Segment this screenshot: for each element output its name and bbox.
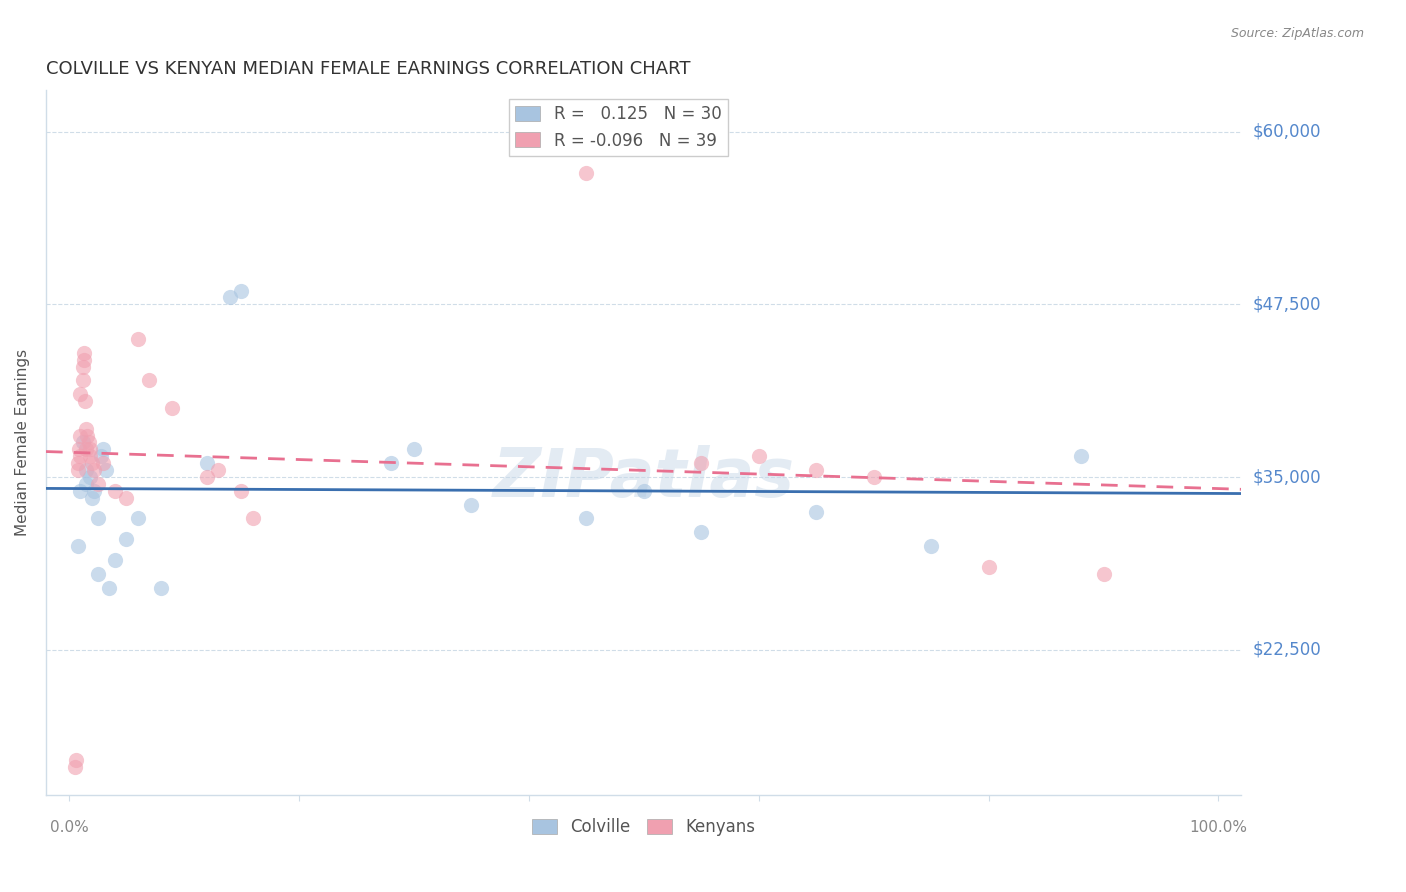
Point bbox=[86, 477, 108, 491]
Point bbox=[83, 463, 105, 477]
Point bbox=[72, 373, 94, 387]
Point bbox=[67, 539, 90, 553]
Point bbox=[83, 483, 105, 498]
Point bbox=[93, 456, 115, 470]
Point bbox=[86, 566, 108, 581]
Point bbox=[115, 491, 138, 505]
Point bbox=[460, 498, 482, 512]
Point bbox=[127, 511, 149, 525]
Point bbox=[207, 463, 229, 477]
Point bbox=[75, 422, 97, 436]
Point bbox=[231, 284, 253, 298]
Text: ZIPatlas: ZIPatlas bbox=[492, 445, 794, 511]
Text: $35,000: $35,000 bbox=[1253, 468, 1322, 486]
Point bbox=[94, 463, 117, 477]
Point bbox=[75, 463, 97, 477]
Point bbox=[75, 477, 97, 491]
Text: $60,000: $60,000 bbox=[1253, 123, 1322, 141]
Point bbox=[115, 532, 138, 546]
Text: Source: ZipAtlas.com: Source: ZipAtlas.com bbox=[1230, 27, 1364, 40]
Point bbox=[73, 345, 96, 359]
Text: $22,500: $22,500 bbox=[1253, 640, 1322, 658]
Legend: Colville, Kenyans: Colville, Kenyans bbox=[526, 812, 762, 843]
Point bbox=[69, 450, 91, 464]
Point bbox=[86, 511, 108, 525]
Text: 0.0%: 0.0% bbox=[49, 820, 89, 835]
Point bbox=[575, 166, 598, 180]
Point bbox=[65, 753, 87, 767]
Point bbox=[920, 539, 942, 553]
Point bbox=[231, 483, 253, 498]
Point bbox=[67, 463, 90, 477]
Text: $47,500: $47,500 bbox=[1253, 295, 1322, 313]
Point bbox=[149, 581, 172, 595]
Point bbox=[69, 428, 91, 442]
Point bbox=[69, 483, 91, 498]
Point bbox=[242, 511, 264, 525]
Point bbox=[90, 450, 112, 464]
Point bbox=[72, 435, 94, 450]
Point bbox=[63, 760, 86, 774]
Point bbox=[219, 290, 242, 304]
Point bbox=[76, 428, 98, 442]
Text: 100.0%: 100.0% bbox=[1189, 820, 1247, 835]
Point bbox=[98, 581, 121, 595]
Point bbox=[804, 504, 827, 518]
Point bbox=[73, 394, 96, 409]
Point bbox=[72, 359, 94, 374]
Point bbox=[79, 450, 101, 464]
Point bbox=[862, 470, 884, 484]
Point bbox=[77, 435, 100, 450]
Point bbox=[104, 483, 127, 498]
Point bbox=[748, 450, 770, 464]
Point bbox=[575, 511, 598, 525]
Point bbox=[80, 456, 103, 470]
Point bbox=[977, 559, 1000, 574]
Point bbox=[138, 373, 160, 387]
Point bbox=[1092, 566, 1115, 581]
Point bbox=[162, 401, 184, 415]
Point bbox=[195, 470, 218, 484]
Point bbox=[69, 387, 91, 401]
Y-axis label: Median Female Earnings: Median Female Earnings bbox=[15, 349, 30, 536]
Point bbox=[79, 470, 101, 484]
Point bbox=[380, 456, 402, 470]
Point bbox=[67, 442, 90, 457]
Point bbox=[75, 442, 97, 457]
Point bbox=[633, 483, 655, 498]
Point bbox=[104, 553, 127, 567]
Point bbox=[73, 352, 96, 367]
Point bbox=[93, 442, 115, 457]
Point bbox=[690, 525, 713, 540]
Point bbox=[1070, 450, 1092, 464]
Point bbox=[804, 463, 827, 477]
Point bbox=[690, 456, 713, 470]
Point bbox=[402, 442, 425, 457]
Point bbox=[79, 442, 101, 457]
Point bbox=[67, 456, 90, 470]
Point bbox=[127, 332, 149, 346]
Point bbox=[80, 491, 103, 505]
Point bbox=[195, 456, 218, 470]
Text: COLVILLE VS KENYAN MEDIAN FEMALE EARNINGS CORRELATION CHART: COLVILLE VS KENYAN MEDIAN FEMALE EARNING… bbox=[46, 60, 690, 78]
